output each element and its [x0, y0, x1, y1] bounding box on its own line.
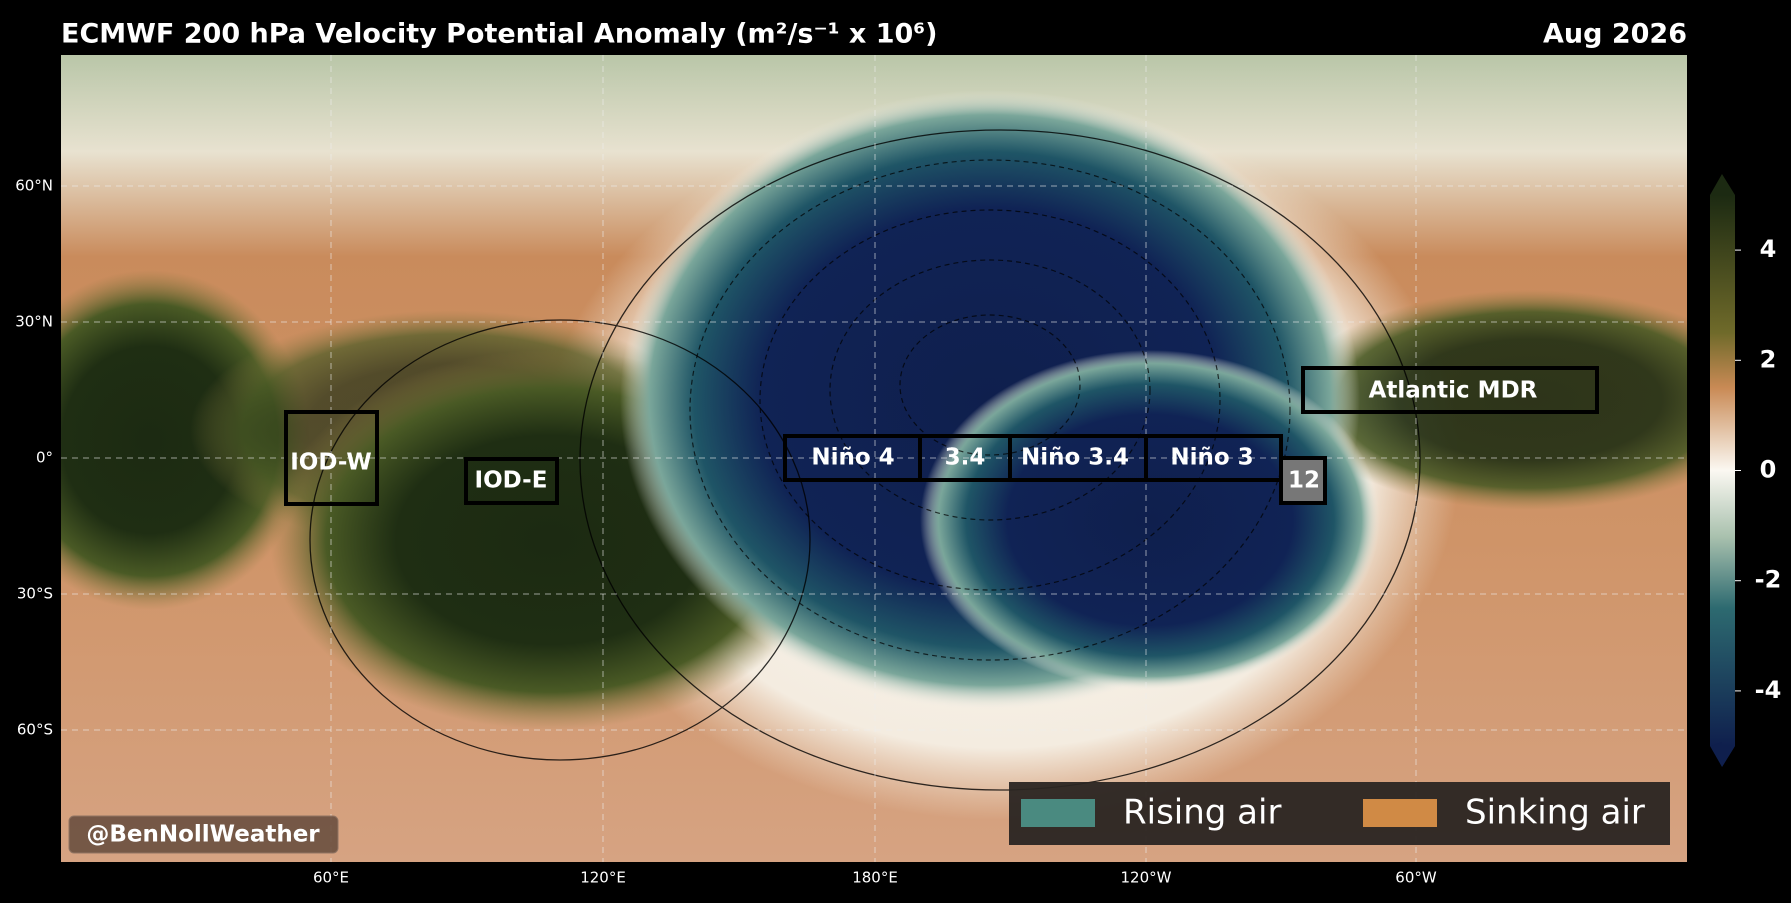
- legend: Rising air Sinking air: [1021, 793, 1645, 833]
- lat-label: 30°S: [17, 585, 53, 603]
- colorbar-tick-label: 2: [1760, 345, 1777, 373]
- region-label: Niño 4: [811, 445, 894, 471]
- lat-label: 60°N: [15, 177, 53, 195]
- colorbar-tick-label: -2: [1755, 566, 1782, 594]
- colorbar-tick-label: 0: [1760, 456, 1777, 484]
- lat-label: 30°N: [15, 313, 53, 331]
- region-box: [1279, 456, 1327, 505]
- date: Aug 2026: [1543, 19, 1687, 50]
- watermark: @BenNollWeather: [86, 822, 320, 848]
- lon-label: 60°E: [313, 869, 349, 887]
- watermark-box: [68, 815, 339, 854]
- title: ECMWF 200 hPa Velocity Potential Anomaly…: [61, 19, 937, 50]
- region-box: [464, 457, 559, 505]
- region-label: Niño 3: [1170, 445, 1253, 471]
- region-label: Niño 3.4: [1021, 445, 1129, 471]
- legend-label: Rising air: [1123, 793, 1281, 833]
- colorbar: [1710, 174, 1735, 767]
- region-box: [284, 410, 379, 506]
- region-box: [1301, 366, 1599, 414]
- lon-label: 120°E: [580, 869, 626, 887]
- region-label: IOD-E: [475, 468, 548, 494]
- region-label: 3.4: [945, 445, 986, 471]
- map: IOD-W IOD-E Niño 4 3.4 Niño 3.4 Niño 3 1…: [61, 55, 1687, 862]
- region-label: Atlantic MDR: [1369, 378, 1538, 404]
- colorbar-tick-label: 4: [1760, 235, 1777, 263]
- legend-swatch: [1021, 799, 1095, 827]
- lon-label: 60°W: [1395, 869, 1437, 887]
- legend-label: Sinking air: [1465, 793, 1645, 833]
- lon-label: 180°E: [852, 869, 898, 887]
- legend-box: [1009, 782, 1670, 845]
- colorbar-tick-label: -4: [1755, 676, 1782, 704]
- lon-label: 120°W: [1121, 869, 1172, 887]
- region-label: 12: [1288, 468, 1320, 494]
- lat-label: 60°S: [17, 721, 53, 739]
- lat-label: 0°: [36, 449, 53, 467]
- legend-swatch: [1363, 799, 1437, 827]
- region-label: IOD-W: [290, 450, 372, 476]
